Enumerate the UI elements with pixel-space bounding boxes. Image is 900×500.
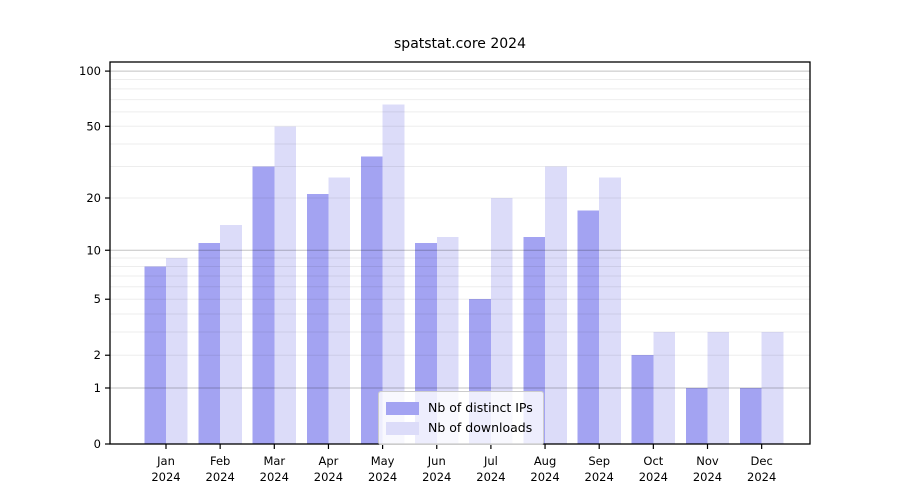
x-tick-label: Jul 2024 bbox=[476, 454, 505, 484]
y-tick-label: 5 bbox=[94, 292, 101, 306]
x-tick-label: Sep 2024 bbox=[585, 454, 614, 484]
bar-nb-of-downloads-dec bbox=[761, 331, 784, 444]
y-tick-label: 100 bbox=[79, 64, 101, 78]
x-tick-label: Jan 2024 bbox=[151, 454, 180, 484]
x-tick-label: Jun 2024 bbox=[422, 454, 451, 484]
legend: Nb of distinct IPs Nb of downloads bbox=[378, 391, 544, 445]
legend-item-downloads: Nb of downloads bbox=[386, 418, 533, 438]
y-tick-label: 50 bbox=[86, 119, 101, 133]
bar-nb-of-downloads-feb bbox=[220, 225, 242, 444]
bar-nb-of-downloads-sep bbox=[599, 177, 621, 444]
x-tick-label: Apr 2024 bbox=[314, 454, 343, 484]
bar-nb-of-distinct-ips-nov bbox=[685, 387, 708, 444]
bar-nb-of-distinct-ips-may bbox=[360, 156, 383, 445]
legend-label-distinct-ips: Nb of distinct IPs bbox=[428, 400, 533, 415]
x-tick-label: Aug 2024 bbox=[530, 454, 559, 484]
bar-nb-of-downloads-nov bbox=[707, 331, 730, 444]
x-tick-label: Dec 2024 bbox=[747, 454, 776, 484]
chart-title: spatstat.core 2024 bbox=[394, 36, 526, 52]
bar-nb-of-distinct-ips-feb bbox=[198, 243, 221, 444]
y-tick-label: 20 bbox=[86, 191, 101, 205]
y-tick-label: 1 bbox=[94, 381, 101, 395]
legend-swatch-downloads bbox=[386, 421, 419, 435]
bar-nb-of-downloads-jul bbox=[490, 198, 513, 444]
x-tick-label: Mar 2024 bbox=[260, 454, 289, 484]
y-tick-label: 0 bbox=[94, 437, 101, 451]
bar-nb-of-downloads-mar bbox=[274, 126, 296, 444]
x-tick-label: Feb 2024 bbox=[206, 454, 235, 484]
y-tick-label: 2 bbox=[94, 348, 101, 362]
bar-nb-of-distinct-ips-jan bbox=[144, 266, 166, 444]
legend-swatch-distinct-ips bbox=[386, 401, 419, 415]
bar-nb-of-downloads-may bbox=[382, 104, 405, 444]
legend-item-distinct-ips: Nb of distinct IPs bbox=[386, 398, 533, 418]
bar-nb-of-downloads-aug bbox=[545, 166, 567, 444]
x-tick-label: Oct 2024 bbox=[639, 454, 668, 484]
x-tick-label: May 2024 bbox=[368, 454, 397, 484]
bar-nb-of-downloads-apr bbox=[328, 177, 351, 444]
bar-nb-of-downloads-jan bbox=[166, 257, 188, 444]
x-tick-label: Nov 2024 bbox=[693, 454, 722, 484]
bar-nb-of-distinct-ips-dec bbox=[739, 387, 762, 444]
bar-nb-of-downloads-oct bbox=[653, 331, 676, 444]
bar-nb-of-distinct-ips-oct bbox=[631, 355, 654, 444]
bar-nb-of-distinct-ips-apr bbox=[306, 194, 329, 444]
bar-nb-of-distinct-ips-mar bbox=[252, 166, 275, 444]
legend-label-downloads: Nb of downloads bbox=[428, 420, 533, 435]
y-tick-label: 10 bbox=[86, 243, 101, 257]
bar-nb-of-distinct-ips-sep bbox=[577, 210, 600, 444]
